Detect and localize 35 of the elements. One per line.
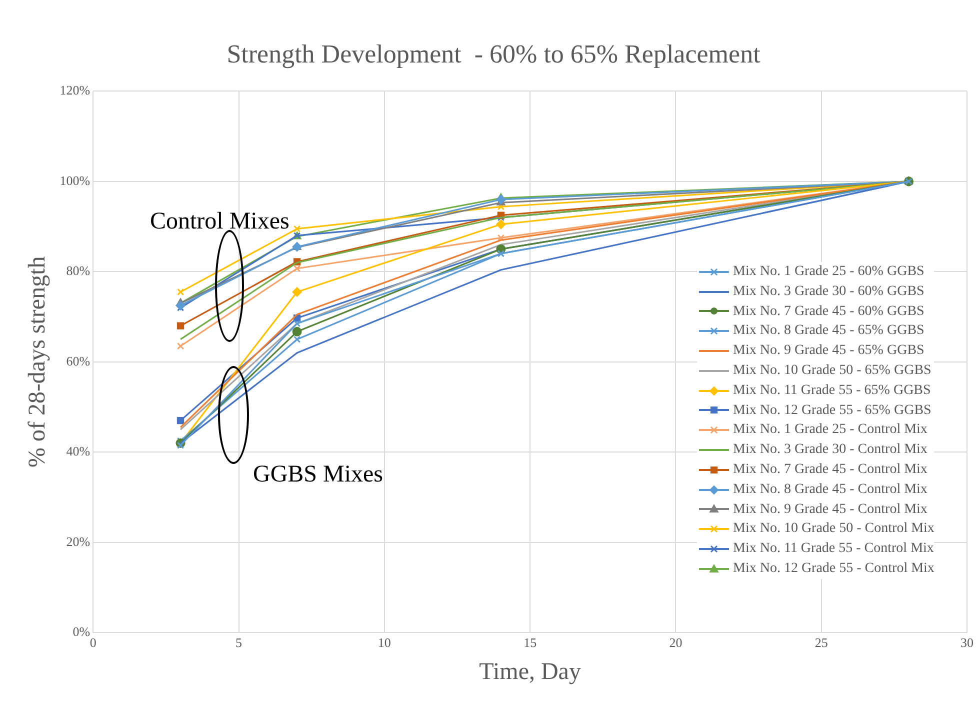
y-tick-label: 120% <box>60 82 90 98</box>
legend-label: Mix No. 10 Grade 50 - Control Mix <box>733 520 934 538</box>
legend-label: Mix No. 3 Grade 30 - 60% GGBS <box>733 282 924 301</box>
annotation: Control Mixes <box>150 208 290 234</box>
x-tick-label: 15 <box>524 634 537 650</box>
legend-label: Mix No. 8 Grade 45 - 65% GGBS <box>733 322 924 340</box>
legend-label: Mix No. 1 Grade 25 - Control Mix <box>733 421 928 440</box>
legend-label: Mix No. 9 Grade 45 - 65% GGBS <box>733 342 924 360</box>
x-tick-label: 30 <box>960 634 974 650</box>
legend-label: Mix No. 7 Grade 45 - Control Mix <box>733 460 928 479</box>
legend-label: Mix No. 11 Grade 55 - Control Mix <box>733 540 934 558</box>
legend-label: Mix No. 3 Grade 30 - Control Mix <box>733 441 928 460</box>
legend-label: Mix No. 8 Grade 45 - Control Mix <box>733 480 928 499</box>
y-tick-label: 100% <box>60 172 90 188</box>
legend-label: Mix No. 1 Grade 25 - 60% GGBS <box>733 263 924 281</box>
legend-label: Mix No. 10 Grade 50 - 65% GGBS <box>733 362 932 380</box>
x-tick-label: 0 <box>90 634 96 650</box>
x-axis-title: Time, Day <box>479 658 581 685</box>
y-tick-label: 80% <box>66 263 90 278</box>
legend-label: Mix No. 11 Grade 55 - 65% GGBS <box>733 382 931 400</box>
y-axis-title: % of 28-days strength <box>24 256 51 468</box>
legend-label: Mix No. 9 Grade 45 - Control Mix <box>733 500 928 519</box>
legend-label: Mix No. 7 Grade 45 - 60% GGBS <box>733 302 924 321</box>
y-tick-label: 60% <box>66 353 90 368</box>
y-tick-label: 20% <box>66 534 90 549</box>
x-tick-label: 25 <box>814 634 828 650</box>
legend-label: Mix No. 12 Grade 55 - 65% GGBS <box>733 402 932 420</box>
x-tick-label: 10 <box>378 634 391 650</box>
annotation: GGBS Mixes <box>253 461 384 488</box>
y-tick-label: 0% <box>72 624 90 640</box>
legend-label: Mix No. 12 Grade 55 - Control Mix <box>733 560 934 578</box>
chart-title: Strength Development - 60% to 65% Replacement <box>226 39 762 68</box>
x-tick-label: 20 <box>669 634 682 650</box>
x-tick-label: 5 <box>236 634 242 650</box>
y-tick-label: 40% <box>66 444 90 459</box>
